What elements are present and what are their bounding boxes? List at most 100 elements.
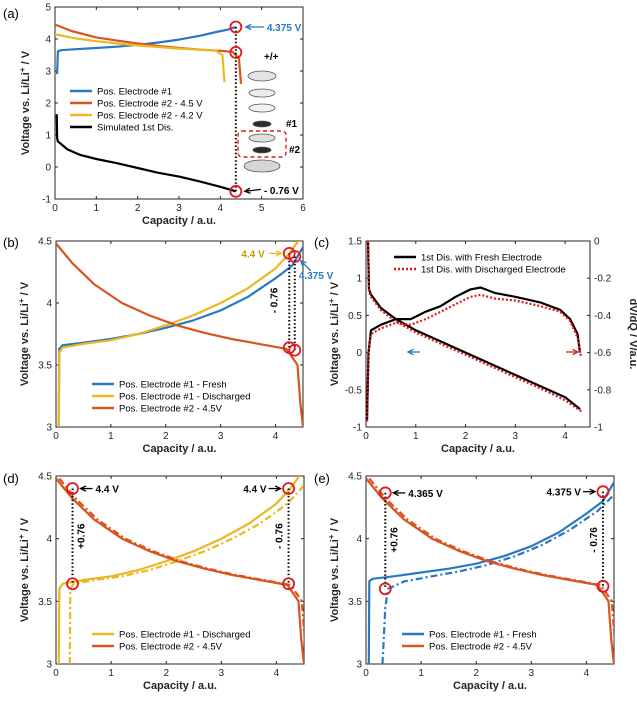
y-tick-label: 0.5 [348, 311, 362, 322]
x-tick-label: 2 [473, 668, 479, 679]
x-axis-label: Capacity / a.u. [441, 443, 515, 455]
series-line [367, 481, 614, 664]
cell-disk [248, 88, 276, 98]
panel-label: (e) [314, 471, 330, 486]
x-tick-label: 0 [53, 668, 59, 679]
marker-circle [229, 46, 243, 59]
arrow-head [243, 187, 251, 194]
y-tick-label: 4.5 [38, 472, 52, 483]
axes-box [365, 240, 591, 428]
x-tick-label: 3 [176, 203, 182, 214]
inset-label: #2 [289, 145, 301, 156]
y-tick-label: 4 [45, 35, 51, 46]
y-tick-label: 3 [46, 660, 52, 671]
y-right-tick-label: -0.4 [594, 311, 612, 322]
x-tick-label: 3 [513, 431, 519, 442]
y-tick-label: 2 [45, 99, 51, 110]
annotation: 4.4 V [241, 249, 265, 260]
arrow-shaft [244, 188, 261, 192]
legend-entry: Pos. Electrode #1 - Discharged [119, 392, 250, 403]
cell-disk [248, 133, 276, 143]
y-right-tick-label: -1 [594, 423, 603, 434]
marker-circle [66, 482, 79, 495]
x-tick-label: 1 [418, 668, 424, 679]
series-line [56, 477, 304, 664]
legend-entry: Pos. Electrode #1 - Fresh [429, 630, 537, 641]
arrow-head [589, 488, 597, 495]
y-tick-label: 4.5 [38, 237, 52, 248]
y-tick-label: 3.5 [38, 361, 52, 372]
y-tick-label: 4 [356, 534, 362, 545]
arrow-head [274, 485, 283, 492]
y-tick-label: -0.5 [345, 385, 363, 396]
panel-label: (c) [314, 235, 329, 250]
arrow-head [299, 259, 307, 267]
cell-disk [247, 70, 277, 82]
panel-d: 0 1 2 3 4 3 3.5 4 4.5 Capacity / a.u. Voltage vs. … [3, 471, 305, 692]
x-tick-label: 0 [53, 431, 59, 442]
annotation: 4.375 V [267, 23, 302, 34]
legend-entry: Pos. Electrode #2 - 4.5V [119, 404, 223, 415]
arrow-head [244, 23, 252, 31]
axes-box [365, 475, 615, 665]
x-tick-label: 2 [463, 431, 469, 442]
annotation: 4.375 V [546, 488, 581, 499]
series-line [57, 246, 303, 427]
y-tick-label: -1 [353, 423, 362, 434]
annotation: - 0.76 [275, 523, 286, 549]
marker-circle [288, 250, 302, 263]
series-line [366, 286, 582, 422]
y-tick-label: 4.5 [348, 472, 362, 483]
panel-c: 0 1 2 3 4 -1 -0.5 0 0.5 1 1.5 -1 -0.8 -0.6 -0.4 -0.2 0 dV… [314, 235, 637, 455]
annotation: 4.375 V [299, 271, 334, 282]
y-right-tick-label: 0 [594, 237, 600, 248]
x-tick-label: 1 [108, 668, 114, 679]
panel-label: (d) [3, 471, 19, 486]
series-group [366, 477, 614, 664]
x-tick-label: 5 [259, 203, 265, 214]
marker-circle [596, 485, 610, 499]
x-tick-label: 6 [300, 203, 306, 214]
y-tick-label: 0 [356, 348, 362, 359]
y-right-axis-label: dV/dQ / V/a.u. [627, 299, 637, 370]
legend-entry: Pos. Electrode #2 - 4.5V [119, 642, 223, 653]
arrow-head [275, 250, 283, 257]
cell-disk [252, 120, 272, 128]
series-line [55, 33, 226, 83]
marker-circle [66, 577, 79, 591]
y-axis-label: Voltage vs. Li/Li+ / V [327, 281, 342, 386]
y-tick-label: 4 [46, 534, 52, 545]
y-tick-label: 3 [45, 67, 51, 78]
x-axis-label: Capacity / a.u. [143, 680, 217, 692]
x-tick-label: 3 [529, 668, 535, 679]
y-axis-label: Voltage vs. Li/Li+ / V [327, 517, 342, 622]
arrow-shaft [300, 260, 312, 272]
series-line [55, 114, 237, 193]
cell-stack-inset: +/+ #1 #2 [237, 52, 301, 173]
legend-entry: Pos. Electrode #2 - 4.5 V [97, 99, 203, 110]
inset-label: +/+ [264, 52, 279, 63]
y-tick-label: 4 [46, 299, 52, 310]
series-line [56, 242, 303, 427]
marker-circle [596, 579, 610, 593]
marker-circle [229, 184, 243, 198]
legend-entry: Pos. Electrode #1 - Fresh [119, 380, 227, 391]
series-line [57, 241, 300, 427]
marker-circle [288, 343, 302, 357]
x-tick-label: 1 [108, 431, 114, 442]
series-line [366, 477, 614, 664]
annotation: - 0.76 [589, 527, 600, 553]
x-tick-label: 3 [219, 668, 225, 679]
series-group [56, 241, 303, 427]
x-axis-label: Capacity / a.u. [143, 443, 217, 455]
series-line [368, 477, 614, 644]
cell-disk [252, 146, 272, 154]
annotation: 4.4 V [96, 485, 120, 496]
x-tick-label: 2 [163, 668, 169, 679]
arrow-head [79, 485, 87, 492]
